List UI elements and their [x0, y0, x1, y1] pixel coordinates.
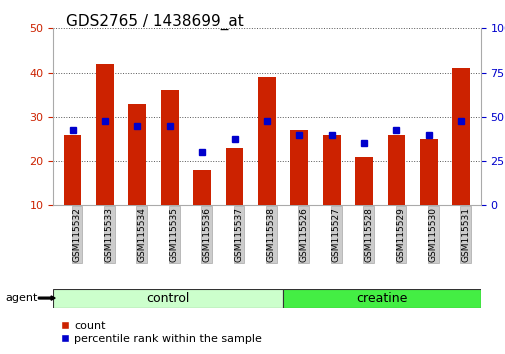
Text: GSM115528: GSM115528: [364, 207, 372, 262]
Bar: [193, 170, 211, 205]
Text: agent: agent: [5, 293, 37, 303]
Bar: [283, 289, 480, 308]
Text: GSM115534: GSM115534: [137, 207, 146, 262]
Text: GSM115530: GSM115530: [428, 207, 437, 262]
Bar: [96, 64, 114, 205]
Bar: [290, 130, 308, 205]
Text: GSM115532: GSM115532: [72, 207, 81, 262]
Text: creatine: creatine: [356, 292, 407, 305]
Text: GSM115537: GSM115537: [234, 207, 243, 262]
Text: GSM115526: GSM115526: [299, 207, 308, 262]
Bar: [451, 68, 469, 205]
Text: GSM115536: GSM115536: [201, 207, 211, 262]
Bar: [53, 289, 283, 308]
Legend: count, percentile rank within the sample: count, percentile rank within the sample: [56, 316, 266, 348]
Bar: [322, 135, 340, 205]
Bar: [161, 90, 178, 205]
Text: control: control: [146, 292, 189, 305]
Bar: [258, 77, 275, 205]
Bar: [64, 135, 81, 205]
Text: GDS2765 / 1438699_at: GDS2765 / 1438699_at: [66, 14, 243, 30]
Bar: [387, 135, 405, 205]
Bar: [419, 139, 437, 205]
Text: GSM115529: GSM115529: [396, 207, 405, 262]
Text: GSM115538: GSM115538: [267, 207, 275, 262]
Bar: [225, 148, 243, 205]
Bar: [128, 104, 146, 205]
Bar: [355, 156, 372, 205]
Text: GSM115533: GSM115533: [105, 207, 114, 262]
Text: GSM115535: GSM115535: [169, 207, 178, 262]
Text: GSM115527: GSM115527: [331, 207, 340, 262]
Text: GSM115531: GSM115531: [461, 207, 469, 262]
